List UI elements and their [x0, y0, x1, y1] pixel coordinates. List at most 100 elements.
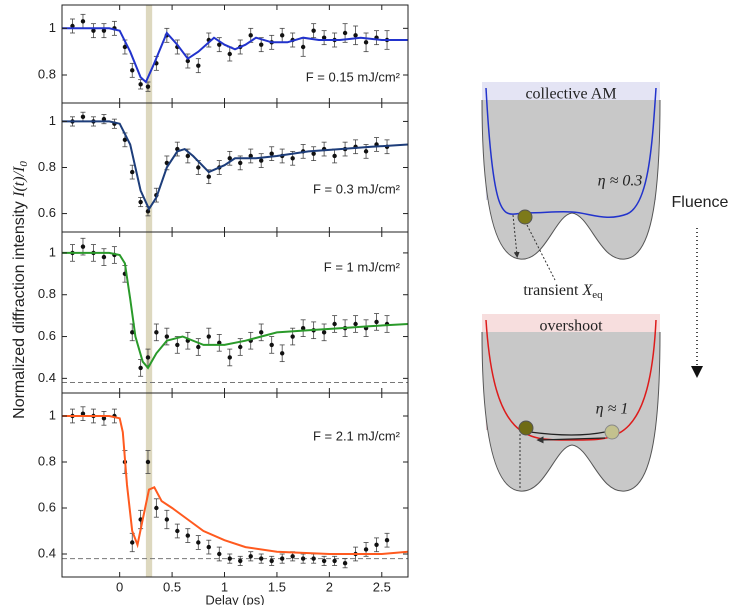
x-axis-label: Delay (ps) — [205, 592, 264, 605]
data-point — [248, 554, 253, 559]
y-tick-label: 0.8 — [38, 159, 56, 174]
plot-area — [62, 232, 408, 393]
transient-label: transient Xeq — [523, 282, 603, 301]
data-point — [384, 538, 390, 543]
data-point — [300, 325, 306, 331]
data-point — [227, 355, 232, 360]
annotation: F = 0.15 mJ/cm² — [306, 69, 401, 84]
data-point — [332, 153, 337, 159]
data-point — [130, 68, 135, 73]
trajectory-arrow — [536, 436, 606, 444]
panel-frame — [61, 4, 409, 104]
data-point — [185, 58, 191, 64]
data-point — [279, 351, 285, 356]
x-tick-label: 2 — [326, 579, 333, 594]
schematic: collective AM η ≈ 0.3 transient Xeq Flue… — [481, 82, 729, 492]
data-point — [91, 28, 96, 33]
y-tick-label: 1 — [49, 113, 56, 128]
data-point — [164, 334, 170, 339]
panel-frame — [61, 392, 409, 578]
data-point — [227, 156, 232, 161]
data-point — [101, 28, 107, 33]
trajectory — [529, 431, 606, 436]
data-point — [101, 116, 107, 122]
data-point — [238, 344, 243, 350]
data-point — [290, 554, 295, 559]
data-point — [206, 174, 211, 179]
data-point — [269, 342, 274, 348]
band-label: collective AM — [525, 86, 616, 103]
data-point — [138, 199, 143, 205]
data-point — [290, 156, 295, 161]
fluence-label: Fluence — [672, 194, 729, 211]
y-tick-label: 0.8 — [38, 66, 56, 81]
data-point — [185, 153, 191, 159]
y-label-sub: 0 — [18, 161, 30, 167]
data-point — [342, 30, 348, 36]
data-point — [227, 51, 232, 57]
data-point — [311, 28, 316, 33]
data-point — [175, 528, 180, 534]
data-point — [300, 44, 306, 50]
ball — [518, 420, 534, 436]
data-point — [206, 334, 211, 339]
data-point — [196, 540, 201, 545]
data-point — [311, 151, 316, 156]
data-point — [300, 556, 306, 561]
y-tick-label: 1 — [49, 407, 56, 422]
ball — [604, 424, 620, 440]
data-point — [248, 33, 253, 38]
data-point — [145, 84, 151, 89]
annotation: F = 1 mJ/cm² — [324, 259, 401, 274]
data-point — [138, 82, 143, 87]
fit-line — [62, 27, 408, 84]
potential-well — [481, 331, 661, 492]
y-tick-label: 0.8 — [38, 453, 56, 468]
x-tick-label: 0.5 — [163, 579, 181, 594]
highlight-band — [145, 232, 153, 393]
data-point — [130, 540, 135, 545]
data-point — [259, 330, 264, 335]
plot-area — [62, 103, 408, 232]
data-point — [196, 63, 201, 68]
fit-line — [62, 251, 408, 370]
highlight-band — [145, 393, 153, 577]
data-point — [145, 459, 151, 465]
data-point — [269, 151, 274, 156]
ball — [517, 209, 533, 225]
data-point — [321, 330, 327, 335]
x-tick-label: 0 — [116, 579, 123, 594]
data-point — [217, 551, 222, 557]
data-point — [332, 558, 337, 564]
annotation: F = 2.1 mJ/cm² — [313, 428, 401, 443]
data-point — [374, 319, 379, 325]
eta-label: η ≈ 1 — [596, 401, 629, 418]
data-point — [154, 505, 159, 511]
data-point — [196, 344, 201, 350]
y-tick-label: 0.6 — [38, 328, 56, 343]
y-tick-label: 0.6 — [38, 205, 56, 220]
data-point — [311, 556, 316, 561]
data-point — [238, 558, 243, 564]
data-point — [353, 33, 358, 38]
data-point — [130, 169, 135, 175]
highlight-band — [145, 5, 153, 103]
data-point — [164, 517, 170, 522]
data-point — [374, 542, 379, 547]
data-point — [101, 416, 107, 421]
data-point — [259, 556, 264, 561]
data-point — [130, 330, 135, 335]
data-point — [363, 149, 369, 154]
data-point — [101, 254, 107, 260]
y-tick-label: 0.6 — [38, 499, 56, 514]
y-tick-label: 1 — [49, 244, 56, 259]
x-subscript: eq — [592, 289, 603, 301]
data-point — [321, 558, 327, 564]
data-point — [363, 547, 369, 552]
x-symbol: X — [581, 282, 593, 299]
data-point — [80, 244, 86, 249]
highlight-band — [145, 103, 153, 232]
data-point — [145, 355, 151, 360]
data-point — [342, 561, 348, 566]
potential-curve — [485, 319, 657, 441]
